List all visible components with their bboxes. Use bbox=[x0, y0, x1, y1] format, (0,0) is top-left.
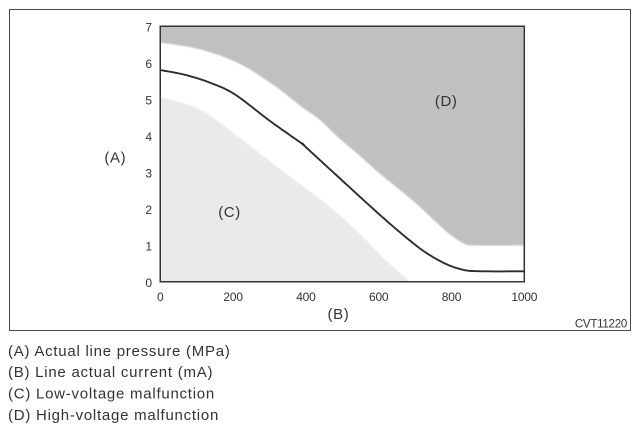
svg-text:(A) Actual line pressure (MPa): (A) Actual line pressure (MPa) bbox=[8, 343, 231, 360]
svg-text:(A): (A) bbox=[104, 149, 126, 166]
svg-text:6: 6 bbox=[145, 57, 152, 71]
svg-text:7: 7 bbox=[145, 20, 152, 34]
svg-text:4: 4 bbox=[145, 130, 152, 144]
svg-text:(B) Line actual current (mA): (B) Line actual current (mA) bbox=[8, 364, 213, 381]
svg-text:(C) Low-voltage malfunction: (C) Low-voltage malfunction bbox=[8, 386, 215, 403]
svg-text:3: 3 bbox=[145, 166, 152, 180]
svg-text:5: 5 bbox=[145, 94, 152, 108]
svg-text:0: 0 bbox=[145, 276, 152, 290]
svg-text:CVT11220: CVT11220 bbox=[575, 319, 627, 331]
svg-text:600: 600 bbox=[369, 290, 389, 304]
svg-text:(D): (D) bbox=[435, 93, 458, 110]
svg-text:400: 400 bbox=[296, 290, 316, 304]
svg-text:1: 1 bbox=[145, 239, 152, 253]
svg-text:800: 800 bbox=[442, 290, 462, 304]
svg-text:(C): (C) bbox=[218, 204, 241, 221]
svg-text:2: 2 bbox=[145, 203, 152, 217]
svg-text:0: 0 bbox=[157, 290, 164, 304]
svg-text:(B): (B) bbox=[328, 306, 350, 323]
svg-text:(D) High-voltage malfunction: (D) High-voltage malfunction bbox=[8, 407, 219, 424]
svg-text:1000: 1000 bbox=[511, 290, 537, 304]
svg-text:200: 200 bbox=[223, 290, 243, 304]
